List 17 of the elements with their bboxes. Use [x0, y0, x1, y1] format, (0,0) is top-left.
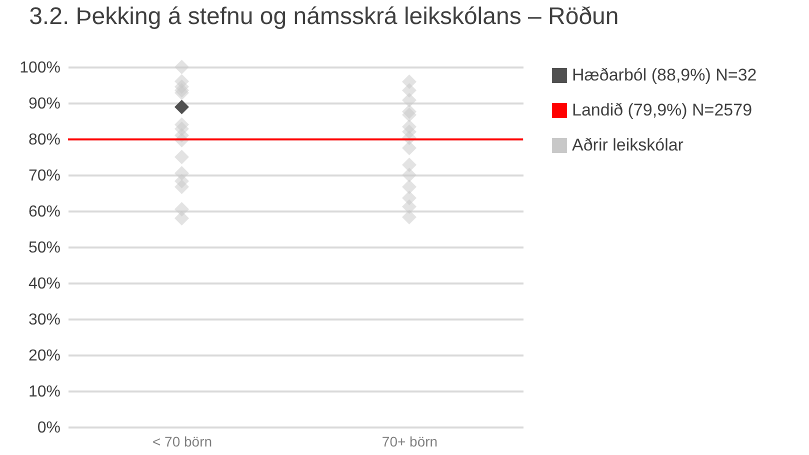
y-tick-label: 40% — [28, 276, 60, 292]
y-tick-label: 90% — [28, 96, 60, 112]
x-tick-label: < 70 börn — [152, 434, 212, 450]
chart-title: 3.2. Þekking á stefnu og námsskrá leikskólans – Röðun — [29, 3, 619, 30]
legend-label: Aðrir leikskólar — [572, 136, 684, 154]
y-tick-label: 60% — [28, 204, 60, 220]
x-tick-label: 70+ börn — [382, 434, 438, 450]
y-tick-label: 30% — [28, 312, 60, 328]
legend-label: Landið (79,9%) N=2579 — [572, 100, 752, 120]
legend-label: Hæðarból (88,9%) N=32 — [572, 66, 757, 84]
y-tick-label: 100% — [20, 60, 60, 76]
y-tick-label: 0% — [37, 420, 60, 436]
y-tick-label: 10% — [28, 384, 60, 400]
y-tick-label: 80% — [28, 132, 60, 148]
y-tick-label: 70% — [28, 168, 60, 184]
y-tick-label: 20% — [28, 348, 60, 364]
y-tick-label: 50% — [28, 240, 60, 256]
